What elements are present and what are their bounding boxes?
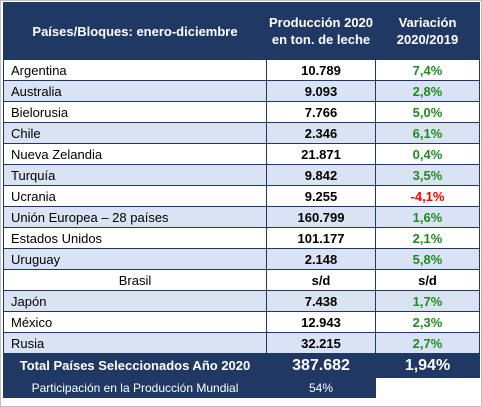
table-row: Rusia 32.215 2,7% [3, 332, 480, 354]
production-value: 160.799 [266, 206, 376, 228]
table-row: Uruguay 2.148 5,8% [3, 248, 480, 270]
country-name: Nueva Zelandia [3, 143, 267, 165]
production-value: 7.438 [266, 290, 376, 312]
country-name: Uruguay [3, 248, 267, 270]
country-name: Bielorusia [3, 101, 267, 123]
share-blank-cell [375, 377, 480, 398]
country-name: México [3, 311, 267, 333]
production-value: 2.346 [266, 122, 376, 144]
table-row: Argentina 10.789 7,4% [3, 59, 480, 81]
variation-value: 1,7% [375, 290, 480, 312]
production-value: 101.177 [266, 227, 376, 249]
variation-value: 7,4% [375, 59, 480, 81]
header-production: Producción 2020 en ton. de leche [266, 2, 376, 60]
dairy-production-table-container: Países/Bloques: enero-diciembre Producci… [3, 2, 480, 398]
total-row: Total Países Seleccionados Año 2020 387.… [3, 353, 480, 378]
table-row: Unión Europea – 28 países 160.799 1,6% [3, 206, 480, 228]
country-name: Rusia [3, 332, 267, 354]
country-name: Chile [3, 122, 267, 144]
country-name: Turquía [3, 164, 267, 186]
variation-value: 2,3% [375, 311, 480, 333]
country-name: Estados Unidos [3, 227, 267, 249]
country-name: Australia [3, 80, 267, 102]
table-row: Turquía 9.842 3,5% [3, 164, 480, 186]
table-row: Estados Unidos 101.177 2,1% [3, 227, 480, 249]
country-name: Brasil [3, 269, 267, 291]
variation-value: s/d [375, 269, 480, 291]
total-production: 387.682 [266, 353, 376, 378]
share-row: Participación en la Producción Mundial 5… [3, 377, 480, 398]
header-country: Países/Bloques: enero-diciembre [3, 2, 267, 60]
header-production-line2: en ton. de leche [271, 32, 371, 47]
production-value: s/d [266, 269, 376, 291]
country-name: Japón [3, 290, 267, 312]
variation-value: 5,0% [375, 101, 480, 123]
variation-value: 6,1% [375, 122, 480, 144]
production-value: 21.871 [266, 143, 376, 165]
total-variation: 1,94% [375, 353, 480, 378]
table-row: Australia 9.093 2,8% [3, 80, 480, 102]
variation-value: 2,1% [375, 227, 480, 249]
table-row: Bielorusia 7.766 5,0% [3, 101, 480, 123]
dairy-production-table: Países/Bloques: enero-diciembre Producci… [3, 2, 480, 398]
country-name: Ucrania [3, 185, 267, 207]
production-value: 9.255 [266, 185, 376, 207]
total-label: Total Países Seleccionados Año 2020 [3, 353, 267, 378]
production-value: 10.789 [266, 59, 376, 81]
table-row: Chile 2.346 6,1% [3, 122, 480, 144]
production-value: 32.215 [266, 332, 376, 354]
table-row: Nueva Zelandia 21.871 0,4% [3, 143, 480, 165]
production-value: 2.148 [266, 248, 376, 270]
share-value: 54% [266, 377, 376, 398]
header-production-line1: Producción 2020 [268, 15, 374, 30]
country-name: Argentina [3, 59, 267, 81]
table-row: Ucrania 9.255 -4,1% [3, 185, 480, 207]
production-value: 12.943 [266, 311, 376, 333]
variation-value: -4,1% [375, 185, 480, 207]
table-row: México 12.943 2,3% [3, 311, 480, 333]
production-value: 7.766 [266, 101, 376, 123]
header-variation-line2: 2020/2019 [396, 32, 459, 47]
header-row: Países/Bloques: enero-diciembre Producci… [3, 2, 480, 60]
variation-value: 1,6% [375, 206, 480, 228]
variation-value: 2,7% [375, 332, 480, 354]
header-country-label: Países/Bloques: enero-diciembre [32, 23, 238, 39]
header-variation: Variación 2020/2019 [375, 2, 480, 60]
table-row: Japón 7.438 1,7% [3, 290, 480, 312]
header-variation-line1: Variación [398, 15, 457, 30]
variation-value: 2,8% [375, 80, 480, 102]
production-value: 9.842 [266, 164, 376, 186]
country-name: Unión Europea – 28 países [3, 206, 267, 228]
variation-value: 3,5% [375, 164, 480, 186]
variation-value: 5,8% [375, 248, 480, 270]
variation-value: 0,4% [375, 143, 480, 165]
production-value: 9.093 [266, 80, 376, 102]
table-row: Brasil s/d s/d [3, 269, 480, 291]
share-label: Participación en la Producción Mundial [3, 377, 267, 398]
